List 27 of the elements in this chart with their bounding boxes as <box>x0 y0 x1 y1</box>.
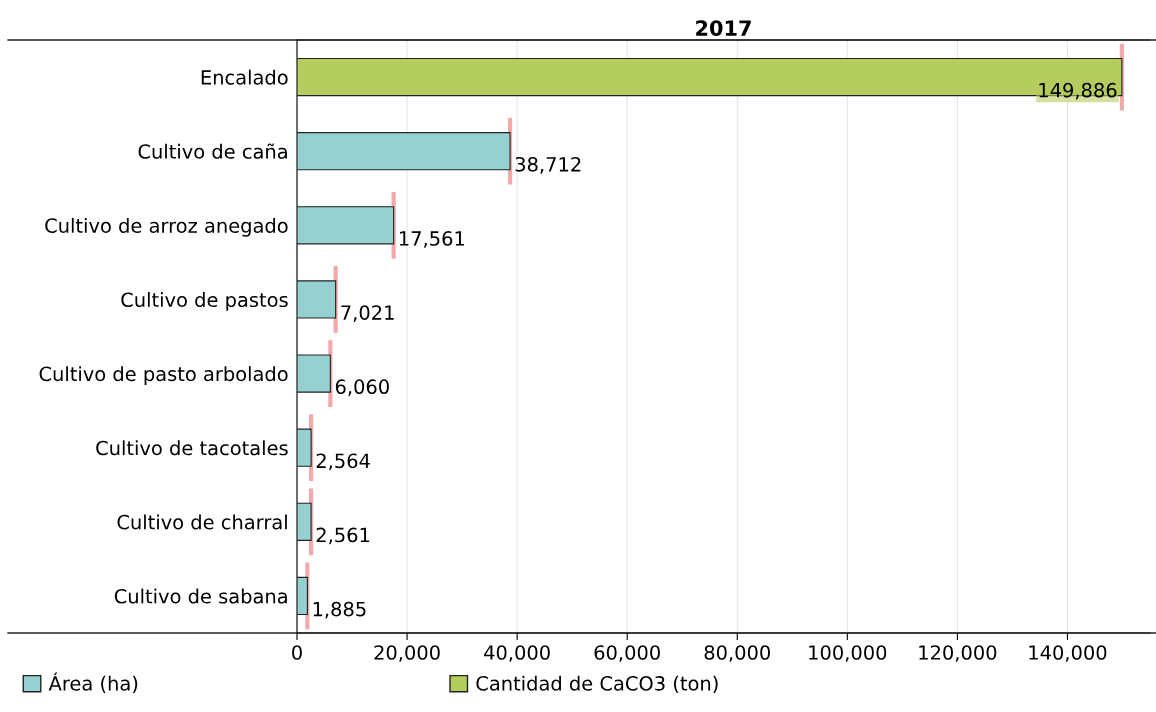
data-label: 38,712 <box>515 156 581 174</box>
x-tick-label: 120,000 <box>919 645 997 662</box>
x-tick-label: 80,000 <box>704 645 770 662</box>
x-tick-label: 20,000 <box>374 645 440 662</box>
x-tick-label: 140,000 <box>1029 645 1107 662</box>
y-tick-label: Cultivo de tacotales <box>96 440 288 456</box>
chart-title: 2017 <box>696 20 751 36</box>
y-tick-label: Cultivo de charral <box>117 514 287 530</box>
legend-label: Cantidad de CaCO3 (ton) <box>476 675 718 694</box>
data-label: 6,060 <box>335 379 389 397</box>
data-label: 2,561 <box>316 527 370 545</box>
y-tick-label: Cultivo de pasto arbolado <box>39 366 288 385</box>
data-label: 17,561 <box>399 231 465 248</box>
y-tick-label: Cultivo de sabana <box>114 588 287 604</box>
x-tick-label: 100,000 <box>809 645 887 662</box>
y-tick-label: Cultivo de pastos <box>121 292 288 311</box>
data-label: 1,885 <box>313 601 366 619</box>
legend-label: Área (ha) <box>48 672 138 694</box>
x-tick-label: 60,000 <box>594 645 660 662</box>
y-tick-label: Encalado <box>201 69 288 85</box>
x-tick-label: 40,000 <box>484 645 550 662</box>
x-tick-label: 0 <box>292 645 302 660</box>
data-label: 2,564 <box>316 453 370 471</box>
y-tick-label: Cultivo de caña <box>138 143 287 159</box>
data-label: 7,021 <box>341 305 394 322</box>
y-tick-label: Cultivo de arroz anegado <box>45 217 288 237</box>
data-label: 149,886 <box>1039 82 1117 100</box>
